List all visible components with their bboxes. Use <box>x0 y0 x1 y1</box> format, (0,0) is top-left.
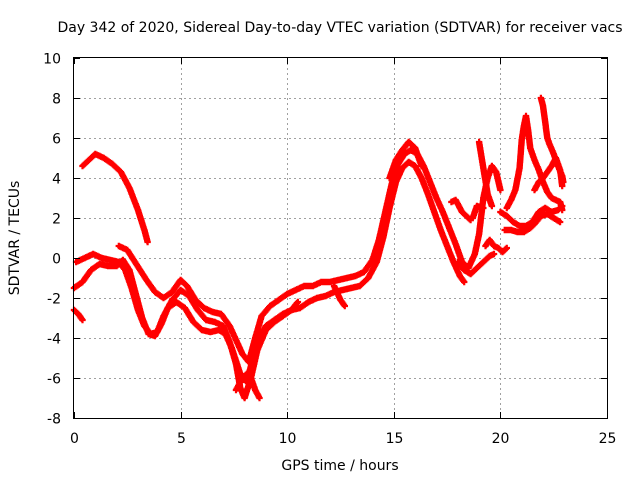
series-arc-15 <box>503 112 566 214</box>
y-axis-label: SDTVAR / TECUs <box>7 181 23 296</box>
plot-frame <box>73 57 608 419</box>
x-tick-label: 0 <box>70 431 79 447</box>
plus-markers <box>469 202 487 222</box>
plus-markers <box>503 112 566 214</box>
y-tick-label: 2 <box>52 212 61 228</box>
plus-markers <box>454 250 498 278</box>
series-arc-14 <box>501 210 564 236</box>
plus-markers <box>115 146 504 366</box>
plus-markers <box>482 236 510 256</box>
data-points <box>70 94 567 402</box>
x-tick-labels: 0 5 10 15 20 25 <box>70 431 616 447</box>
axis-ticks <box>74 58 608 419</box>
y-tick-label: 10 <box>43 52 61 68</box>
series-arc-12 <box>482 236 510 256</box>
plus-markers <box>497 202 566 230</box>
y-tick-label: 8 <box>52 92 61 108</box>
y-tick-label: -8 <box>47 412 61 428</box>
y-tick-label: -6 <box>47 372 61 388</box>
series-arc-13 <box>497 202 566 230</box>
series-arc-18 <box>475 138 496 210</box>
y-tick-label: 6 <box>52 132 61 148</box>
plus-markers <box>386 138 425 182</box>
plus-markers <box>475 138 496 210</box>
y-tick-label: 4 <box>52 172 61 188</box>
series-arc-5 <box>115 146 504 366</box>
plus-markers <box>531 154 566 194</box>
plus-markers <box>448 196 474 224</box>
x-tick-label: 25 <box>599 431 617 447</box>
plus-markers <box>232 368 263 402</box>
series-arc-10 <box>448 196 474 224</box>
x-tick-label: 20 <box>492 431 510 447</box>
y-tick-label: -4 <box>47 332 61 348</box>
series-arc-4 <box>72 250 302 402</box>
series-arc-11 <box>469 202 487 222</box>
plus-markers <box>501 210 564 236</box>
y-tick-label: -2 <box>47 292 61 308</box>
x-tick-label: 10 <box>279 431 297 447</box>
chart-title: Day 342 of 2020, Sidereal Day-to-day VTE… <box>57 20 622 36</box>
series-arc-17 <box>531 154 566 194</box>
plus-markers <box>72 250 302 402</box>
series-arc-7 <box>330 282 348 310</box>
x-axis-label: GPS time / hours <box>281 458 398 474</box>
grid-lines <box>74 58 607 418</box>
series-arc-8 <box>386 138 425 182</box>
plus-markers <box>79 150 151 246</box>
y-tick-label: 0 <box>52 252 61 268</box>
plus-markers <box>330 282 348 310</box>
series-arc-6 <box>232 368 263 402</box>
series-arc-9 <box>454 250 498 278</box>
y-tick-labels: -8 -6 -4 -2 0 2 4 6 8 10 <box>43 52 61 428</box>
x-tick-label: 15 <box>386 431 404 447</box>
x-tick-label: 5 <box>177 431 186 447</box>
series-arc-1 <box>79 150 151 246</box>
